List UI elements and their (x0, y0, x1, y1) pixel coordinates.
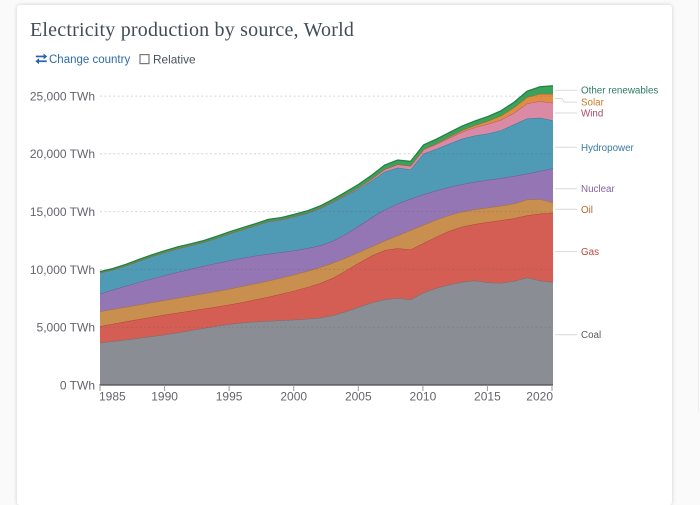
svg-text:2020: 2020 (526, 389, 553, 403)
svg-text:20,000 TWh: 20,000 TWh (30, 147, 95, 161)
svg-text:10,000 TWh: 10,000 TWh (30, 263, 95, 277)
svg-text:Wind: Wind (581, 109, 603, 120)
svg-text:Hydropower: Hydropower (581, 143, 635, 154)
svg-text:5,000 TWh: 5,000 TWh (37, 321, 95, 335)
svg-text:2005: 2005 (345, 389, 372, 403)
svg-text:1990: 1990 (151, 389, 178, 403)
svg-text:Gas: Gas (581, 247, 599, 258)
svg-text:2015: 2015 (474, 389, 501, 403)
svg-text:Oil: Oil (581, 205, 593, 216)
svg-text:1995: 1995 (216, 389, 243, 403)
svg-text:Nuclear: Nuclear (581, 184, 615, 195)
svg-text:2010: 2010 (410, 389, 437, 403)
svg-text:Other renewables: Other renewables (581, 86, 658, 97)
svg-text:15,000 TWh: 15,000 TWh (30, 205, 95, 219)
svg-text:2000: 2000 (280, 389, 307, 403)
svg-text:25,000 TWh: 25,000 TWh (30, 90, 95, 104)
svg-text:0 TWh: 0 TWh (60, 378, 95, 392)
svg-text:Change country: Change country (49, 54, 130, 66)
svg-text:1985: 1985 (99, 389, 126, 403)
svg-text:Solar: Solar (581, 98, 605, 109)
svg-text:Coal: Coal (581, 330, 601, 341)
svg-text:Relative: Relative (153, 52, 196, 66)
